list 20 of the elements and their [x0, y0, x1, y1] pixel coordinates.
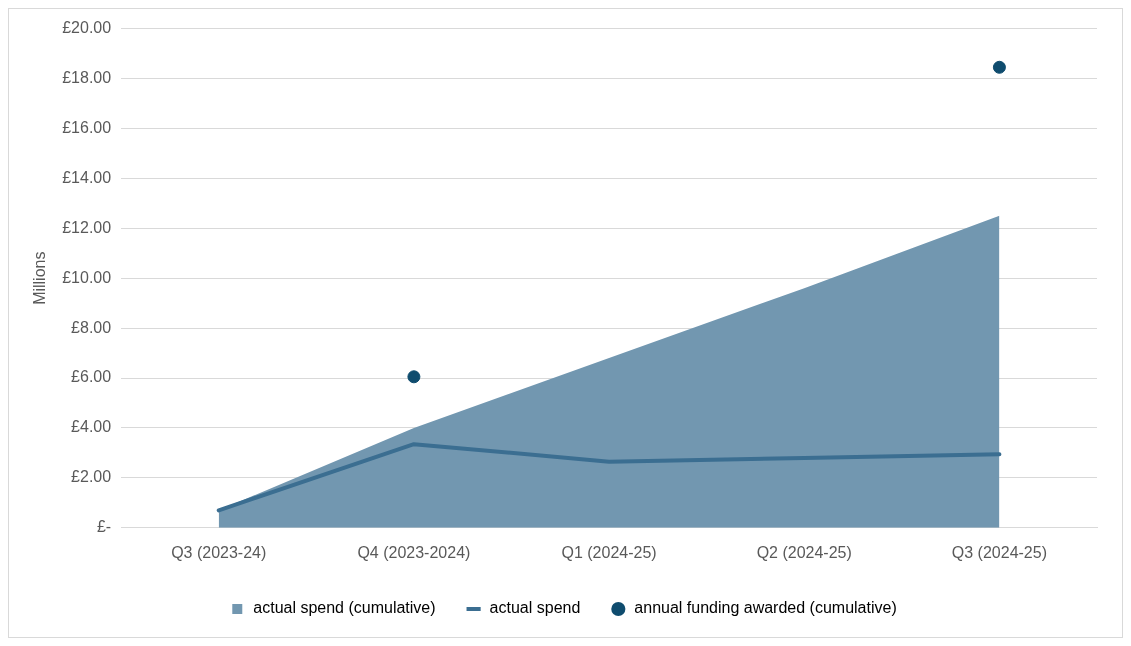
- legend-label: annual funding awarded (cumulative): [634, 599, 897, 617]
- y-tick-label: £2.00: [71, 468, 112, 486]
- y-tick-label: £6.00: [71, 368, 112, 386]
- x-tick-label: Q3 (2024-25): [951, 543, 1047, 561]
- legend-label: actual spend (cumulative): [253, 599, 436, 617]
- legend-label: actual spend: [489, 599, 581, 617]
- x-tick-label: Q1 (2024-25): [561, 543, 657, 561]
- x-tick-label: Q2 (2024-25): [756, 543, 852, 561]
- x-tick-label: Q3 (2023-24): [171, 543, 267, 561]
- y-tick-label: £-: [96, 518, 112, 536]
- y-axis-title: Millions: [31, 251, 49, 305]
- y-tick-label: £20.00: [62, 19, 112, 37]
- x-tick-label: Q4 (2023-2024): [357, 543, 471, 561]
- y-tick-label: £10.00: [62, 268, 112, 286]
- y-tick-label: £16.00: [62, 118, 112, 136]
- y-tick-label: £8.00: [71, 318, 112, 336]
- y-tick-label: £4.00: [71, 418, 112, 436]
- y-tick-label: £14.00: [62, 168, 112, 186]
- y-tick-label: £12.00: [62, 218, 112, 236]
- y-tick-label: £18.00: [62, 68, 112, 86]
